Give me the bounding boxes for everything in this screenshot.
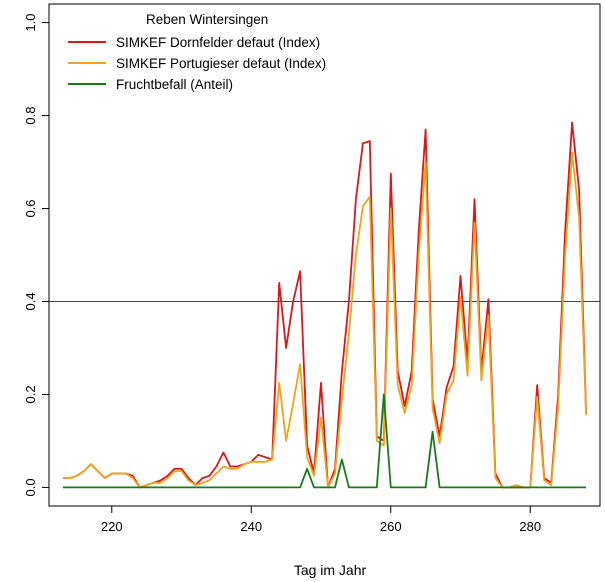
y-tick-label: 1.0 xyxy=(23,14,38,32)
x-tick-label: 240 xyxy=(240,519,262,534)
x-tick-label: 260 xyxy=(380,519,402,534)
y-tick-label: 0.8 xyxy=(23,107,38,125)
series-line-2 xyxy=(62,151,587,489)
series-line-1 xyxy=(62,121,587,489)
legend-title: Reben Wintersingen xyxy=(146,12,268,27)
x-tick-label: 280 xyxy=(519,519,541,534)
plot-area: 220 240 260 280 0.0 0.2 0.4 0.6 0.8 1.0 Reben Wint… xyxy=(23,3,601,534)
y-tick-label: 0.6 xyxy=(23,199,38,217)
y-tick-label: 0.0 xyxy=(23,478,38,496)
legend-entry-label: Fruchtbefall (Anteil) xyxy=(116,77,233,92)
plot-frame xyxy=(48,3,601,507)
legend-entry-label: SIMKEF Portugieser defaut (Index) xyxy=(116,56,326,71)
x-tick-label: 220 xyxy=(101,519,123,534)
y-tick-label: 0.2 xyxy=(23,385,38,403)
y-tick-label: 0.4 xyxy=(23,292,38,310)
legend: Reben Wintersingen SIMKEF Dornfelder defa… xyxy=(68,12,326,92)
x-axis-label: Tag im Jahr xyxy=(294,562,367,578)
legend-entry-label: SIMKEF Dornfelder defaut (Index) xyxy=(116,35,320,50)
series-line-3 xyxy=(62,393,587,489)
